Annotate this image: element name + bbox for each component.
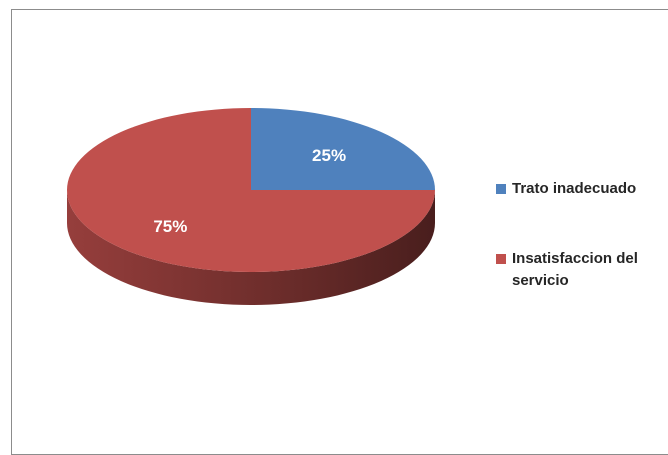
legend-label: Insatisfaccion del servicio (512, 250, 638, 289)
legend-label: Trato inadecuado (512, 180, 637, 197)
legend-swatch (496, 184, 506, 194)
legend-item-trato-inadecuado: Trato inadecuado (496, 178, 636, 200)
legend-item-insatisfaccion-del-servicio: Insatisfaccion del servicio (496, 248, 666, 292)
pie-slice (251, 108, 435, 190)
pie-slice (67, 108, 435, 272)
pie-data-label: 75% (153, 217, 187, 236)
legend-swatch (496, 254, 506, 264)
pie-slice-side (67, 190, 435, 305)
pie-data-label: 25% (312, 146, 346, 165)
